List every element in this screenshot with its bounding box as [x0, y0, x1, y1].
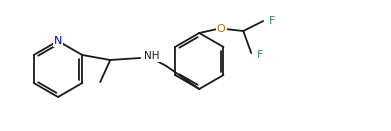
Text: O: O	[217, 24, 226, 34]
Text: N: N	[54, 36, 62, 46]
Text: F: F	[269, 16, 276, 26]
Text: NH: NH	[144, 51, 160, 61]
Text: F: F	[257, 50, 264, 60]
